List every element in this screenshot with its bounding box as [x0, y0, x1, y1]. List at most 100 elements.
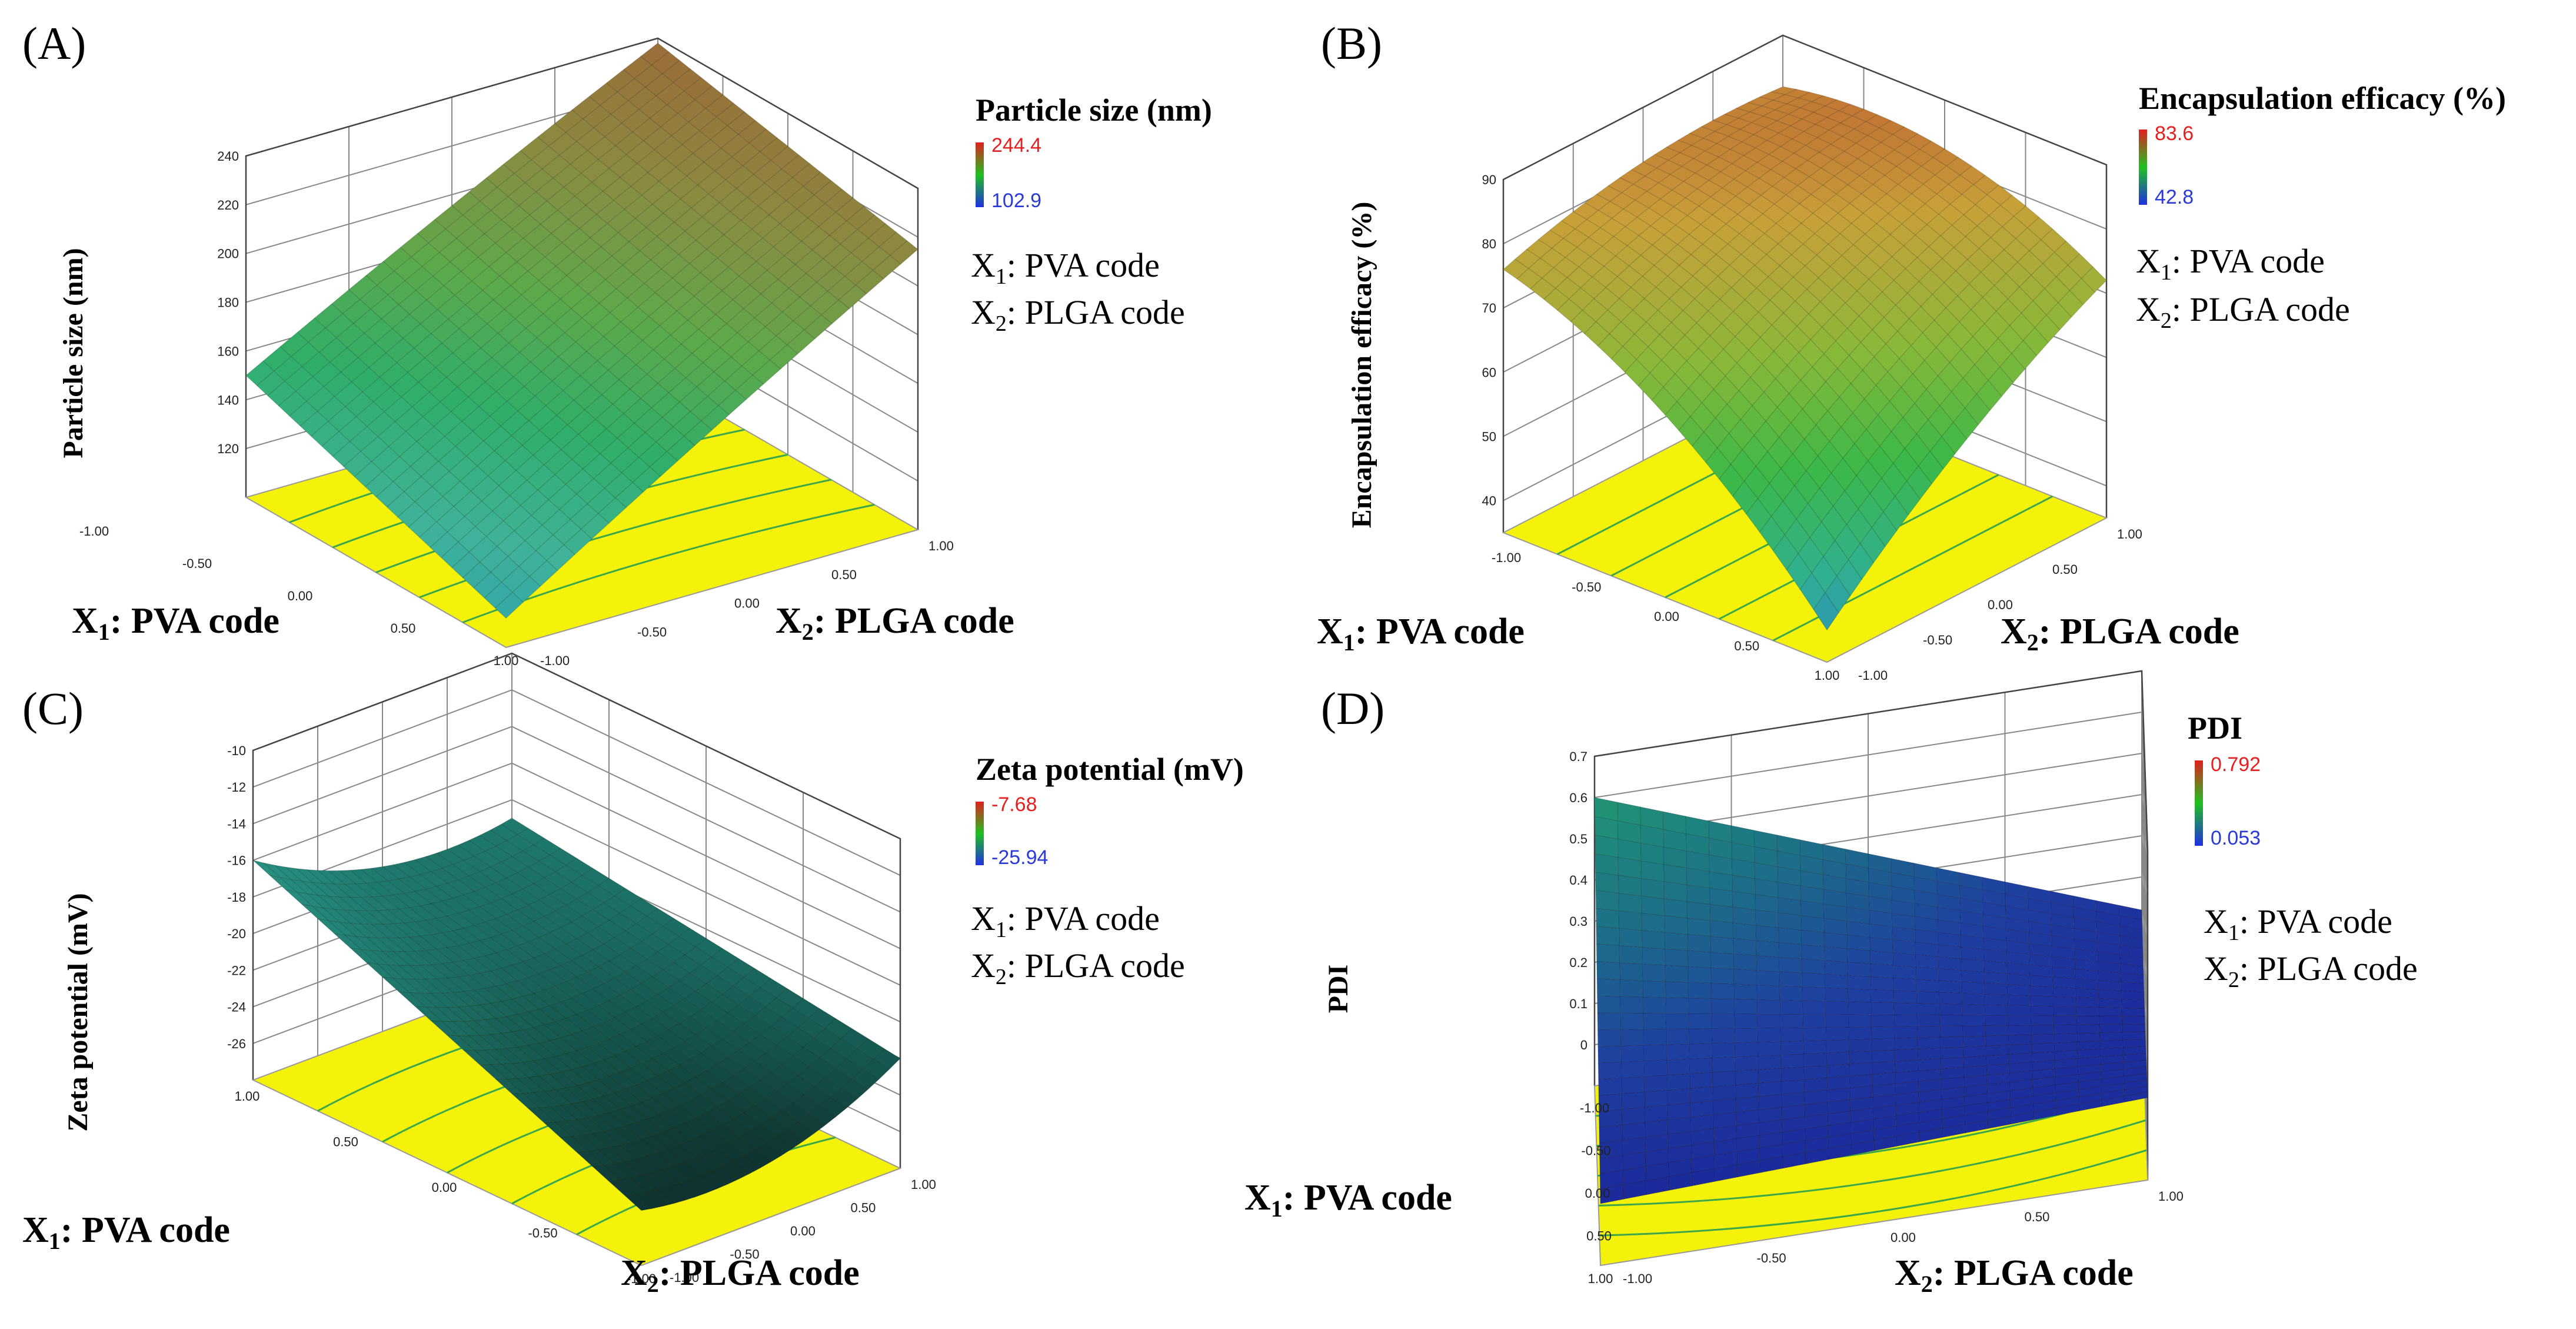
- surface-cell: [2098, 1006, 2122, 1016]
- contour-line: [1598, 1119, 2146, 1207]
- surface-cell: [1752, 232, 1779, 255]
- surface-cell: [608, 954, 637, 973]
- surface-cell: [1848, 1038, 1872, 1052]
- surface-cell: [1598, 1077, 1622, 1096]
- surface-cell: [1879, 256, 1906, 281]
- surface-cell: [1641, 912, 1665, 933]
- surface-cell: [1665, 948, 1689, 967]
- surface-cell: [1907, 149, 1934, 167]
- surface-cell: [808, 1105, 836, 1126]
- panel-b-legend-x2: X2: PLGA code: [2136, 290, 2350, 333]
- surface-cell: [1758, 1081, 1782, 1097]
- surface-cell: [2121, 990, 2145, 1001]
- surface-cell: [1597, 995, 1621, 1014]
- surface-cell: [1916, 1002, 1940, 1015]
- surface-cell: [284, 866, 314, 883]
- surface-cell: [678, 1179, 707, 1198]
- z-tick-label: 220: [217, 198, 239, 212]
- surface-cell: [2053, 1015, 2077, 1025]
- surface-cell: [803, 1086, 831, 1107]
- panel-b-x1-axis-label: X1: PVA code: [1317, 612, 1525, 656]
- surface-cell: [478, 1064, 508, 1080]
- surface-cell: [667, 1023, 696, 1042]
- surface-cell: [1801, 958, 1825, 975]
- surface-cell: [1596, 943, 1620, 963]
- surface-cell: [2015, 227, 2042, 251]
- x2-tick-label: 0.50: [831, 567, 857, 582]
- surface-cell: [1721, 311, 1748, 337]
- surface-cell: [1735, 324, 1761, 351]
- surface-cell: [1962, 1025, 1986, 1037]
- surface-cell: [560, 960, 588, 978]
- z-tick-label: -12: [227, 780, 246, 795]
- surface-cell: [759, 1117, 788, 1137]
- surface-cell: [517, 905, 545, 922]
- surface-cell: [1824, 974, 1848, 989]
- surface-cell: [1839, 222, 1866, 245]
- surface-cell: [1823, 946, 1848, 963]
- surface-cell: [1663, 898, 1688, 919]
- z-tick-label: -10: [227, 743, 246, 758]
- surface-cell: [1893, 1002, 1918, 1015]
- surface-cell: [673, 1082, 701, 1101]
- surface-cell: [1619, 287, 1645, 311]
- surface-cell: [1595, 908, 1620, 929]
- surface-cell: [581, 949, 610, 967]
- surface-cell: [624, 1046, 653, 1064]
- surface-cell: [1710, 936, 1734, 955]
- surface-cell: [770, 1110, 798, 1130]
- surface-cell: [1825, 1014, 1849, 1028]
- surface-cell: [512, 361, 542, 387]
- surface-cell: [1762, 204, 1789, 224]
- x2-tick-label: 0.50: [2025, 1210, 2050, 1224]
- surface-cell: [1859, 527, 1886, 564]
- surface-cell: [1802, 1026, 1826, 1041]
- surface-cell: [646, 994, 674, 1013]
- surface-cell: [278, 390, 307, 417]
- surface-cell: [1705, 447, 1732, 480]
- contour-line: [1599, 1149, 2147, 1237]
- surface-cell: [738, 996, 766, 1016]
- surface-cell: [1709, 903, 1733, 923]
- surface-cell: [1871, 1002, 1895, 1015]
- z-tick-label: 60: [1482, 365, 1496, 380]
- surface-cell: [2075, 988, 2099, 999]
- panel-b-x2-axis-label: X2: PLGA code: [2001, 612, 2239, 656]
- surface-cell: [1806, 277, 1833, 303]
- surface-cell: [2121, 999, 2145, 1009]
- x1-tick-label: -1.00: [79, 524, 109, 539]
- surface-cell: [1648, 198, 1675, 217]
- z-tick-label: 200: [217, 247, 239, 261]
- panel-a-chart: 240 220 200 180 160 140 120 -1.00 -0.50 0.00 0.50 1…: [58, 37, 954, 668]
- surface-cell: [727, 1004, 756, 1024]
- surface-cell: [1597, 1061, 1622, 1080]
- surface-cell: [1893, 990, 1917, 1004]
- surface-cell: [1721, 178, 1748, 197]
- surface-cell: [1951, 214, 1978, 237]
- surface-cell: [684, 1077, 713, 1095]
- surface-cell: [1750, 115, 1778, 128]
- surface-cell: [1618, 875, 1642, 896]
- surface-cell: [1826, 1075, 1851, 1091]
- surface-cell: [1732, 480, 1758, 514]
- surface-cell: [678, 1100, 707, 1119]
- surface-cell: [1939, 1025, 1963, 1038]
- surface-cell: [2051, 913, 2075, 929]
- surface-cell: [1599, 1154, 1623, 1174]
- surface-cell: [619, 948, 648, 966]
- response-surface: [252, 818, 901, 1211]
- surface-cell: [2030, 1005, 2054, 1016]
- surface-cell: [527, 899, 556, 917]
- surface-cell: [1938, 980, 1962, 994]
- surface-cell: [1667, 1102, 1691, 1120]
- surface-cell: [1733, 1013, 1758, 1029]
- surface-cell: [2122, 1024, 2146, 1033]
- z-tick-label: 0.4: [1569, 873, 1587, 888]
- surface-cell: [2052, 986, 2076, 998]
- surface-cell: [1992, 249, 2018, 274]
- box-frame: [1593, 670, 2149, 1180]
- surface-cell: [301, 351, 331, 377]
- surface-cell: [1852, 398, 1879, 430]
- surface-cell: [1847, 975, 1871, 990]
- surface-cell: [1732, 938, 1757, 956]
